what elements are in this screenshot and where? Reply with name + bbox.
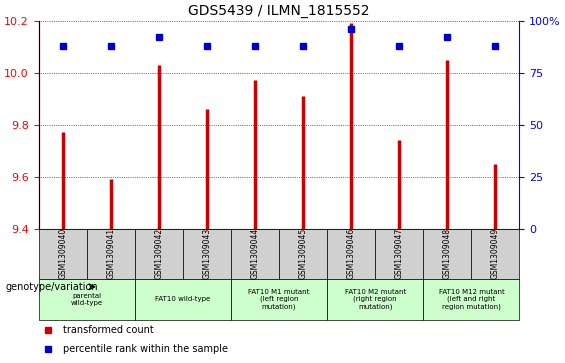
FancyBboxPatch shape — [423, 279, 519, 320]
Text: GSM1309044: GSM1309044 — [250, 228, 259, 280]
FancyBboxPatch shape — [279, 229, 327, 279]
FancyBboxPatch shape — [423, 229, 471, 279]
Text: FAT10 M1 mutant
(left region
mutation): FAT10 M1 mutant (left region mutation) — [249, 289, 310, 310]
FancyBboxPatch shape — [183, 229, 231, 279]
FancyBboxPatch shape — [327, 279, 423, 320]
Text: FAT10 wild-type: FAT10 wild-type — [155, 296, 211, 302]
Text: GSM1309047: GSM1309047 — [395, 228, 404, 280]
Text: GSM1309040: GSM1309040 — [58, 228, 67, 280]
FancyBboxPatch shape — [327, 229, 375, 279]
Title: GDS5439 / ILMN_1815552: GDS5439 / ILMN_1815552 — [188, 4, 370, 18]
Text: GSM1309042: GSM1309042 — [154, 228, 163, 280]
FancyBboxPatch shape — [231, 279, 327, 320]
FancyBboxPatch shape — [135, 279, 231, 320]
Text: GSM1309048: GSM1309048 — [443, 228, 452, 280]
Text: parental
wild-type: parental wild-type — [71, 293, 103, 306]
FancyBboxPatch shape — [471, 229, 519, 279]
Text: GSM1309046: GSM1309046 — [347, 228, 356, 280]
FancyBboxPatch shape — [86, 229, 135, 279]
Text: genotype/variation: genotype/variation — [6, 282, 98, 292]
Text: GSM1309049: GSM1309049 — [491, 228, 500, 280]
Text: FAT10 M2 mutant
(right region
mutation): FAT10 M2 mutant (right region mutation) — [345, 289, 406, 310]
FancyBboxPatch shape — [38, 279, 135, 320]
Text: GSM1309041: GSM1309041 — [106, 228, 115, 280]
Text: percentile rank within the sample: percentile rank within the sample — [63, 344, 228, 354]
FancyBboxPatch shape — [375, 229, 423, 279]
Text: GSM1309043: GSM1309043 — [202, 228, 211, 280]
FancyBboxPatch shape — [135, 229, 183, 279]
Text: transformed count: transformed count — [63, 325, 154, 335]
FancyBboxPatch shape — [38, 229, 86, 279]
Text: GSM1309045: GSM1309045 — [299, 228, 307, 280]
FancyBboxPatch shape — [231, 229, 279, 279]
Text: FAT10 M12 mutant
(left and right
region mutation): FAT10 M12 mutant (left and right region … — [438, 289, 505, 310]
